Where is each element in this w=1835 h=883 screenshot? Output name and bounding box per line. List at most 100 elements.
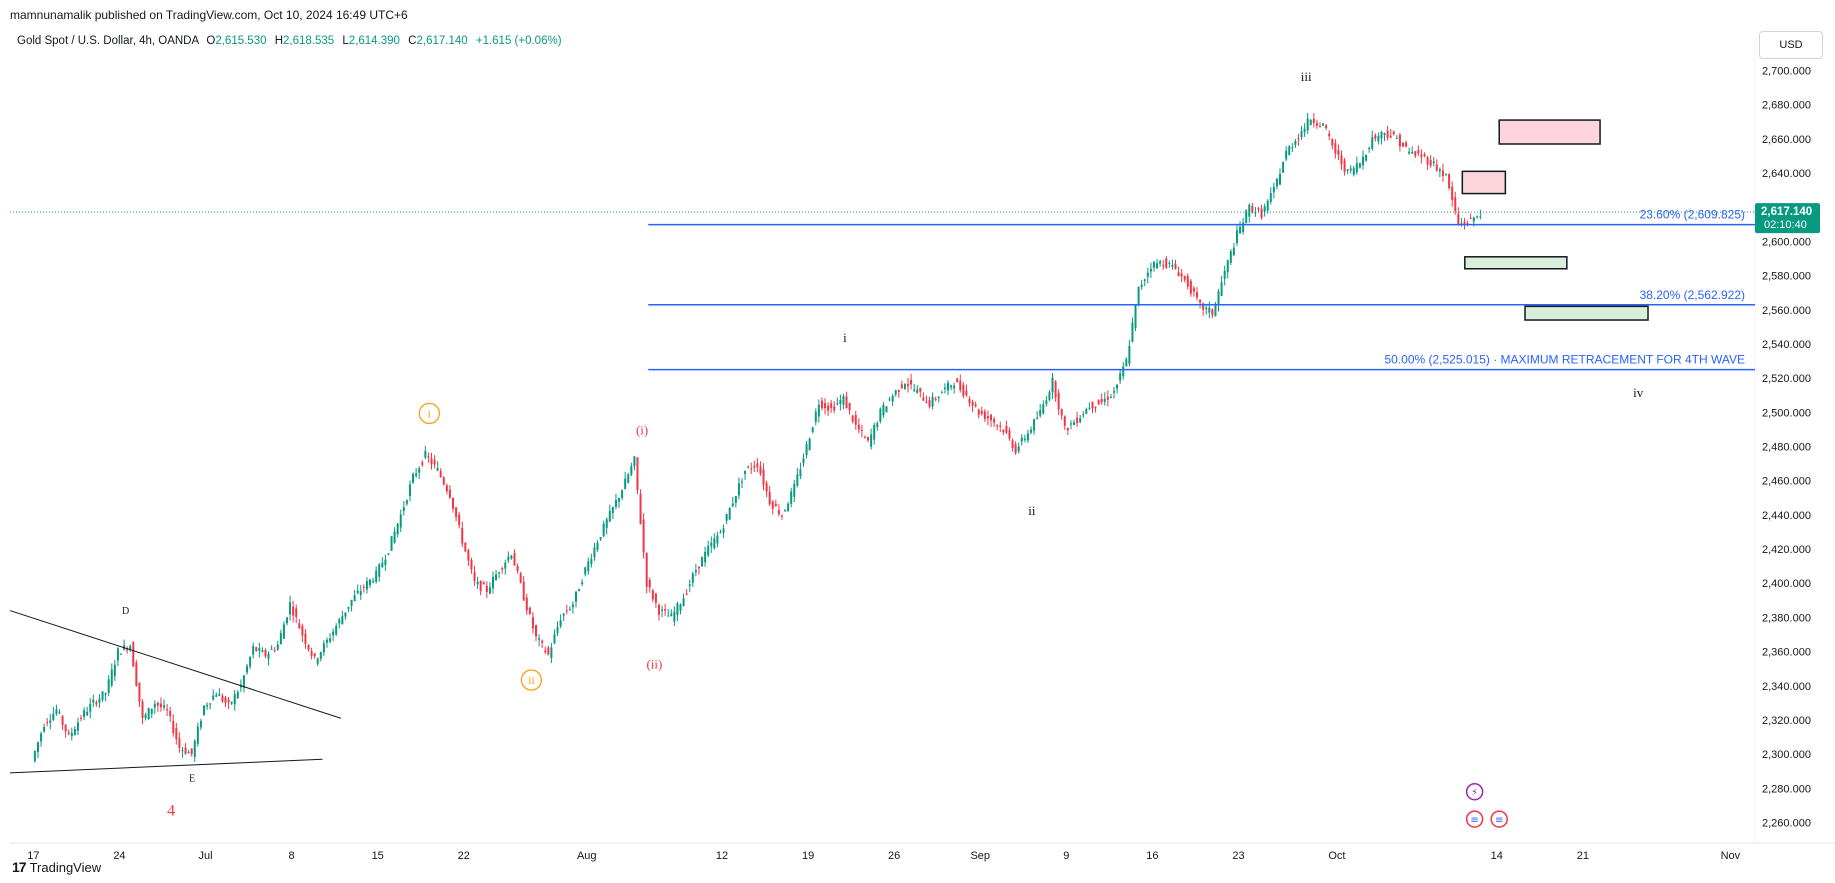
- symbol-name[interactable]: Gold Spot / U.S. Dollar, 4h, OANDA: [17, 35, 200, 47]
- candle-body: [144, 714, 147, 719]
- wave-label: E: [189, 773, 195, 784]
- candle-body: [73, 729, 76, 736]
- y-tick-label: 2,480.000: [1762, 442, 1811, 454]
- candle-body: [596, 542, 599, 551]
- change-value: +1.615 (+0.06%): [475, 35, 562, 47]
- candle-body: [1349, 168, 1352, 171]
- candle-body: [202, 705, 205, 715]
- candle-body: [445, 485, 448, 492]
- candle-body: [95, 702, 98, 705]
- candle-body: [221, 695, 224, 702]
- candle-body: [138, 682, 141, 702]
- candle-body: [1146, 272, 1149, 277]
- us-flag-event-icon-1[interactable]: [1465, 810, 1484, 828]
- candle-body: [722, 528, 725, 533]
- candle-body: [1226, 260, 1229, 273]
- candle-body: [916, 389, 919, 393]
- candle-body: [1445, 173, 1448, 175]
- us-flag-event-icon-2[interactable]: [1490, 810, 1508, 828]
- candle-body: [408, 484, 411, 497]
- resistance-zone-lower[interactable]: [1461, 170, 1507, 195]
- candle-body: [362, 586, 365, 588]
- current-price-tag: [1755, 203, 1820, 234]
- triangle-upper-line[interactable]: [9, 610, 341, 719]
- candle-body: [1285, 150, 1288, 160]
- candle-body: [396, 523, 399, 535]
- candle-body: [1392, 131, 1395, 135]
- candle-body: [166, 709, 169, 711]
- candle-body: [1411, 151, 1414, 154]
- candle-body: [1291, 147, 1294, 149]
- candle-body: [741, 481, 744, 483]
- candle-body: [147, 708, 150, 720]
- candle-body: [599, 537, 602, 540]
- y-tick-label: 2,400.000: [1762, 578, 1811, 590]
- candle-body: [759, 466, 762, 474]
- support-zone-lower[interactable]: [1524, 305, 1649, 321]
- resistance-zone-upper[interactable]: [1498, 119, 1601, 145]
- candle-body: [1076, 417, 1079, 424]
- candle-body: [574, 591, 577, 602]
- candle-body: [1398, 134, 1401, 147]
- support-zone-upper[interactable]: [1464, 256, 1568, 270]
- candle-body: [1029, 429, 1032, 433]
- candle-body: [1389, 135, 1392, 138]
- candle-body: [608, 510, 611, 522]
- candle-body: [1438, 169, 1441, 172]
- candle-body: [1451, 186, 1454, 200]
- candle-body: [562, 613, 565, 616]
- triangle-lower-line[interactable]: [9, 758, 323, 774]
- candle-body: [578, 589, 581, 592]
- currency-button[interactable]: USD: [1759, 31, 1823, 59]
- candle-body: [1066, 428, 1069, 431]
- x-tick-label: 26: [888, 850, 900, 862]
- candle-body: [1140, 284, 1143, 288]
- candle-body: [218, 694, 221, 696]
- candle-body: [230, 701, 233, 704]
- candle-body: [1420, 154, 1423, 158]
- candle-body: [753, 465, 756, 468]
- candle-body: [341, 616, 344, 625]
- candle-body: [1149, 268, 1152, 272]
- candle-body: [891, 395, 894, 402]
- candle-body: [488, 587, 491, 594]
- candle-body: [448, 489, 451, 498]
- candle-body: [132, 642, 135, 667]
- candle-body: [1051, 377, 1054, 393]
- candle-body: [565, 610, 568, 612]
- candle-body: [40, 733, 43, 742]
- candle-body: [49, 720, 52, 723]
- candle-body: [725, 514, 728, 521]
- candle-body: [36, 742, 39, 753]
- candle-body: [196, 726, 199, 744]
- candle-body: [1054, 381, 1057, 398]
- candle-body: [510, 555, 513, 559]
- candle-body: [888, 399, 891, 401]
- candle-body: [513, 553, 516, 566]
- candle-body: [424, 450, 427, 458]
- candle-body: [1232, 247, 1235, 255]
- candle-body: [233, 694, 236, 705]
- candle-body: [556, 626, 559, 634]
- candle-body: [1033, 419, 1036, 431]
- candle-body: [667, 615, 670, 617]
- candle-body: [645, 553, 648, 587]
- candle-body: [292, 606, 295, 616]
- candle-body: [928, 400, 931, 407]
- candle-body: [1328, 133, 1331, 137]
- candle-body: [267, 653, 270, 659]
- y-tick-label: 2,260.000: [1762, 817, 1811, 829]
- candle-body: [1368, 148, 1371, 150]
- tradingview-logo[interactable]: 17 TradingView: [12, 859, 101, 875]
- candle-body: [163, 705, 166, 708]
- candle-body: [719, 532, 722, 534]
- candle-body: [325, 639, 328, 643]
- us-flag-event-icon-1-glyph: ≡: [1470, 815, 1478, 826]
- candle-body: [547, 647, 550, 655]
- candle-body: [252, 646, 255, 655]
- candle-body: [833, 406, 836, 411]
- candle-body: [845, 396, 848, 409]
- lightning-event-icon[interactable]: [1465, 782, 1484, 801]
- candle-body: [1466, 223, 1469, 225]
